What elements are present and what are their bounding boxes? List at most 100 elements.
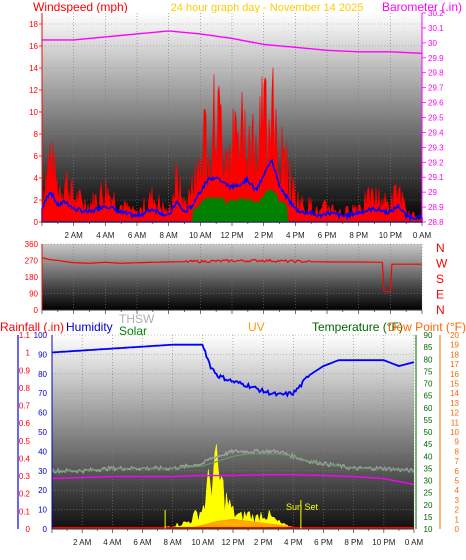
humidity-tick-label: 10 [38,506,47,515]
temperature-tick-label: 30 [424,477,433,486]
barometer-tick-label: 30 [428,39,437,48]
barometer-tick-label: 29 [428,188,437,197]
temperature-tick-label: 75 [424,367,433,376]
temperature-tick-label: 55 [424,416,433,425]
barometer-tick-label: 29.5 [428,114,444,123]
humidity-tick-label: 80 [38,370,47,379]
chart-title: 24 hour graph day - November 14 2025 [171,2,364,14]
windspeed-tick-label: 4 [34,174,39,183]
panel3-time-label: 8 AM [164,538,183,547]
dewpoint-tick-label: 8 [455,447,460,456]
rain-tick-label: 0.6 [19,419,31,428]
rain-tick-label: 0.7 [19,402,31,411]
dewpoint-tick-label: 10 [450,428,459,437]
rainfall-label: Rainfall (.in) [0,320,64,334]
axes-group: 02468101214161828.828.92929.129.229.329.… [17,9,460,547]
temperature-label: Temperature (°F) [312,320,403,334]
temperature-tick-label: 15 [424,513,433,522]
barometer-tick-label: 28.8 [428,218,444,227]
temperature-tick-label: 35 [424,464,433,473]
barometer-tick-label: 30.1 [428,24,444,33]
panel1-time-label: 6 PM [318,231,337,240]
dewpoint-tick-label: 16 [450,370,459,379]
humidity-label: Humidity [66,320,113,334]
temperature-series [52,453,415,472]
windspeed-tick-label: 0 [34,218,39,227]
barometer-tick-label: 29.4 [428,128,444,137]
rain-tick-label: 0 [26,525,31,534]
dewpoint-tick-label: 7 [455,457,460,466]
panel3-time-label: 10 PM [372,538,395,547]
dewpoint-tick-label: 13 [450,399,459,408]
panel3-time-label: 4 PM [284,538,303,547]
dewpoint-tick-label: 12 [450,409,459,418]
humidity-tick-label: 100 [34,331,48,340]
windspeed-tick-label: 10 [29,108,38,117]
panel3-time-label: 12 PM [221,538,244,547]
barometer-tick-label: 29.3 [428,143,444,152]
humidity-tick-label: 30 [38,467,47,476]
rain-tick-label: 0.9 [19,366,31,375]
panel1-time-label: 2 PM [254,231,273,240]
windspeed-tick-label: 12 [29,86,38,95]
direction-tick-label: 90 [29,290,38,299]
dewpoint-tick-label: 19 [450,341,459,350]
humidity-tick-label: 60 [38,409,47,418]
windspeed-tick-label: 6 [34,152,39,161]
compass-label: E [436,288,444,302]
dewpoint-tick-label: 17 [450,360,459,369]
rain-tick-label: 0.5 [19,437,31,446]
panel3-time-label: 4 AM [103,538,122,547]
barometer-tick-label: 29.9 [428,54,444,63]
rain-tick-label: 0.8 [19,384,31,393]
dewpoint-tick-label: 6 [455,467,460,476]
uv-label: UV [248,320,265,334]
barometer-tick-label: 29.7 [428,84,444,93]
dewpoint-tick-label: 11 [451,418,460,427]
humidity-tick-label: 0 [43,525,48,534]
barometer-tick-label: 29.1 [428,173,444,182]
temperature-tick-label: 65 [424,392,433,401]
barometer-tick-label: 28.9 [428,203,444,212]
windspeed-tick-label: 8 [34,130,39,139]
dewpoint-tick-label: 2 [455,506,460,515]
humidity-tick-label: 40 [38,447,47,456]
direction-tick-label: 0 [34,306,39,315]
dewpoint-tick-label: 5 [455,477,460,486]
dewpoint-tick-label: 0 [455,525,460,534]
sunset-label: Sun Set [286,502,319,512]
temperature-tick-label: 10 [424,525,433,534]
panel1-time-label: 8 AM [160,231,179,240]
temperature-tick-label: 25 [424,489,433,498]
panel1-time-label: 8 PM [349,231,368,240]
dewpoint-tick-label: 18 [450,350,459,359]
panel1-time-label: 10 PM [379,231,402,240]
windspeed-series [41,67,423,223]
temperature-tick-label: 85 [424,343,433,352]
dewpoint-label: Dew Point (°F) [388,320,466,334]
panel1-time-label: 2 AM [65,231,84,240]
windspeed-tick-label: 14 [29,64,38,73]
dewpoint-tick-label: 4 [455,486,460,495]
temperature-tick-label: 90 [424,331,433,340]
temperature-tick-label: 20 [424,501,433,510]
panel1-time-label: 10 AM [189,231,212,240]
temperature-tick-label: 80 [424,355,433,364]
dewpoint-tick-label: 15 [450,380,459,389]
temperature-tick-label: 70 [424,380,433,389]
panel3-grid [52,334,415,530]
panel3-time-label: 2 AM [73,538,92,547]
panel2-marks [41,257,422,293]
panel1-time-label: 4 PM [286,231,305,240]
barometer-tick-label: 29.6 [428,99,444,108]
rain-tick-label: 1 [26,349,31,358]
dewpoint-series [51,474,415,486]
compass-label: N [436,241,445,255]
direction-tick-label: 270 [25,257,39,266]
humidity-tick-label: 90 [38,350,47,359]
panel1-time-label: 6 AM [128,231,147,240]
humidity-tick-label: 70 [38,389,47,398]
windspeed-average-series [41,159,423,223]
rain-tick-label: 0.1 [19,507,31,516]
